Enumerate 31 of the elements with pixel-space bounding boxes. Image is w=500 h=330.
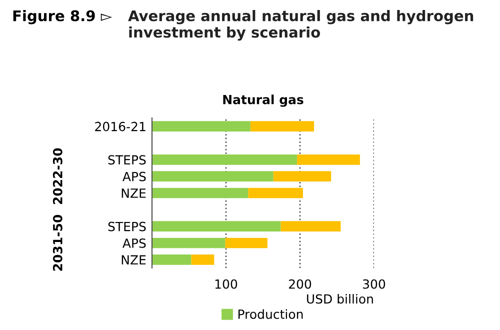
y-tick-label: STEPS	[108, 222, 146, 232]
bar	[280, 221, 341, 232]
bar	[152, 238, 226, 248]
bar	[152, 221, 281, 232]
y-tick-label: NZE	[122, 188, 146, 198]
y-tick-label: STEPS	[108, 155, 146, 165]
bar	[225, 238, 268, 248]
bar	[152, 154, 298, 165]
text: 2022-30	[52, 148, 62, 204]
bar	[152, 121, 250, 132]
bar	[152, 188, 248, 198]
x-tick-label: 100	[215, 279, 238, 289]
x-axis-title: USD billion	[307, 294, 373, 304]
bar	[297, 154, 360, 165]
y-tick-label: APS	[122, 172, 146, 182]
bar	[152, 254, 192, 265]
caption: Figure 8.9 ▻	[13, 10, 112, 24]
x-tick-label: 300	[363, 279, 386, 289]
bar	[250, 121, 314, 132]
y-tick-label: APS	[122, 238, 146, 248]
text: 2031-50	[52, 214, 62, 271]
y-tick-label: NZE	[122, 255, 146, 264]
x-tick-label: 200	[288, 279, 312, 289]
legend-label: Production	[238, 309, 303, 319]
bar	[152, 171, 274, 182]
bar	[191, 254, 214, 265]
bar	[273, 171, 332, 182]
bar	[248, 188, 303, 198]
chart-subtitle: Natural gas	[223, 94, 304, 107]
chart-title: Average annual natural gas and hydrogen investment by scenario	[128, 10, 474, 41]
y-tick-label: 2016-21	[95, 122, 146, 132]
